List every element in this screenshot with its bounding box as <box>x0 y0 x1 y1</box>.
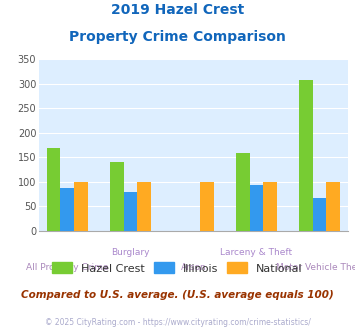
Bar <box>299 81 313 231</box>
Bar <box>313 198 327 231</box>
Bar <box>236 152 250 231</box>
Text: © 2025 CityRating.com - https://www.cityrating.com/crime-statistics/: © 2025 CityRating.com - https://www.city… <box>45 318 310 327</box>
Bar <box>110 162 124 231</box>
Bar <box>60 188 74 231</box>
Bar <box>124 192 137 231</box>
Bar <box>137 182 151 231</box>
Text: Compared to U.S. average. (U.S. average equals 100): Compared to U.S. average. (U.S. average … <box>21 290 334 300</box>
Text: All Property Crime: All Property Crime <box>26 263 109 272</box>
Bar <box>74 182 88 231</box>
Bar <box>201 182 214 231</box>
Bar <box>327 182 340 231</box>
Bar <box>263 182 277 231</box>
Bar <box>250 185 263 231</box>
Text: Burglary: Burglary <box>111 248 150 257</box>
Text: Larceny & Theft: Larceny & Theft <box>220 248 293 257</box>
Bar <box>47 148 60 231</box>
Legend: Hazel Crest, Illinois, National: Hazel Crest, Illinois, National <box>48 258 307 278</box>
Text: Property Crime Comparison: Property Crime Comparison <box>69 30 286 44</box>
Text: 2019 Hazel Crest: 2019 Hazel Crest <box>111 3 244 17</box>
Text: Arson: Arson <box>181 263 206 272</box>
Text: Motor Vehicle Theft: Motor Vehicle Theft <box>275 263 355 272</box>
